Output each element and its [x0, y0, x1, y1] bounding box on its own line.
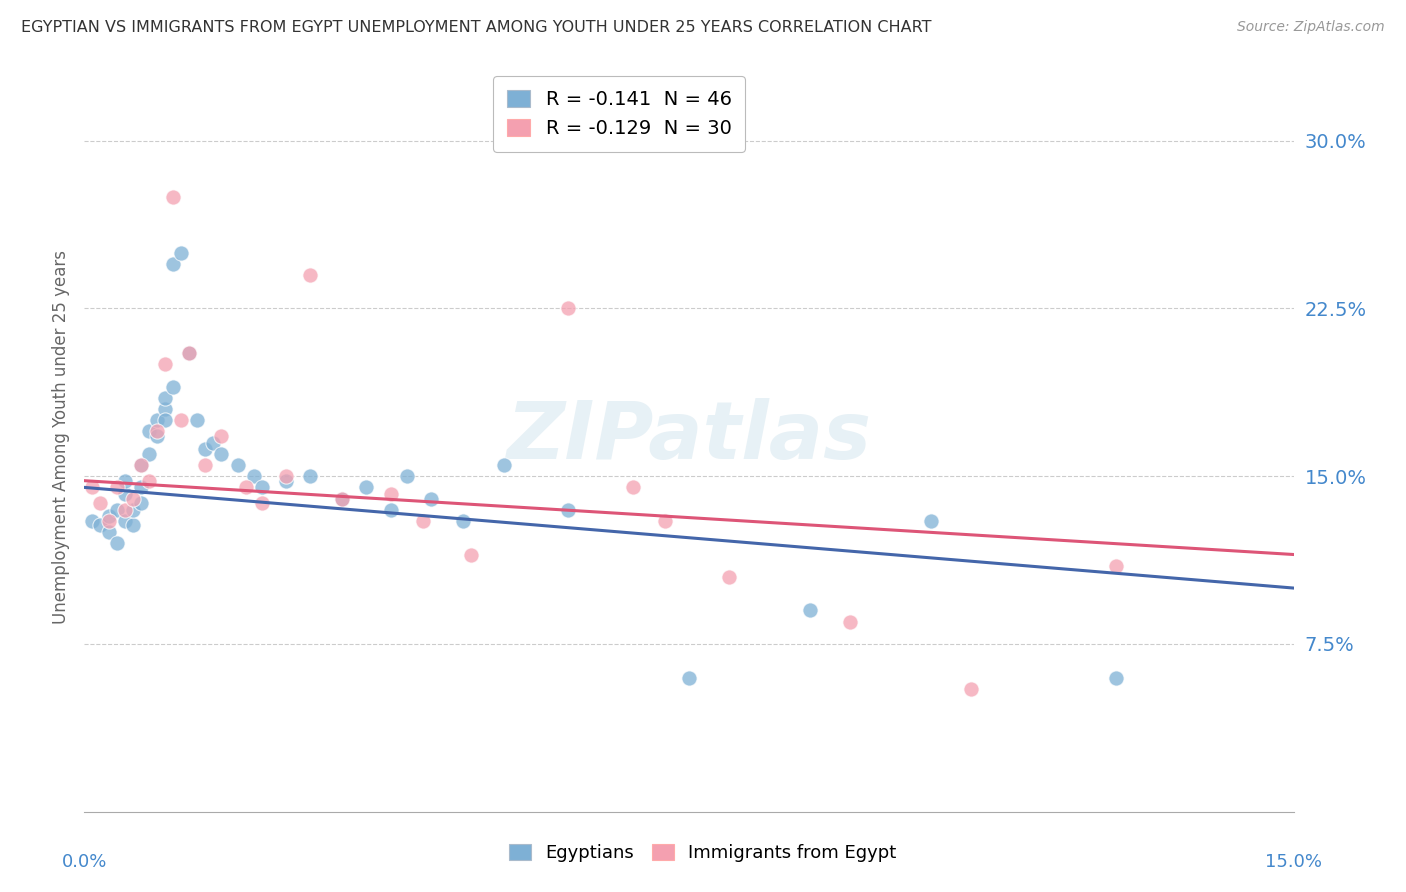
Point [492, 458, 515, 472]
Point [226, 458, 249, 472]
Point [557, 301, 579, 316]
Text: Source: ZipAtlas.com: Source: ZipAtlas.com [1237, 20, 1385, 34]
Point [274, 474, 297, 488]
Point [162, 189, 184, 203]
Point [121, 518, 143, 533]
Point [420, 491, 443, 506]
Point [153, 402, 176, 417]
Point [89, 518, 111, 533]
Point [678, 671, 700, 685]
Text: EGYPTIAN VS IMMIGRANTS FROM EGYPT UNEMPLOYMENT AMONG YOUTH UNDER 25 YEARS CORREL: EGYPTIAN VS IMMIGRANTS FROM EGYPT UNEMPL… [21, 20, 932, 35]
Point [105, 536, 128, 550]
Point [170, 245, 193, 260]
Point [129, 496, 152, 510]
Point [129, 458, 152, 472]
Point [89, 496, 111, 510]
Point [920, 514, 942, 528]
Point [799, 603, 821, 617]
Point [82, 514, 104, 528]
Point [153, 391, 176, 405]
Point [153, 358, 176, 372]
Point [718, 570, 741, 584]
Point [250, 496, 273, 510]
Y-axis label: Unemployment Among Youth under 25 years: Unemployment Among Youth under 25 years [52, 250, 70, 624]
Point [97, 514, 120, 528]
Point [138, 447, 160, 461]
Point [202, 435, 225, 450]
Point [209, 429, 232, 443]
Text: 0.0%: 0.0% [62, 854, 107, 871]
Point [121, 502, 143, 516]
Point [129, 480, 152, 494]
Point [162, 257, 184, 271]
Point [299, 268, 322, 282]
Point [395, 469, 418, 483]
Text: ZIPatlas: ZIPatlas [506, 398, 872, 476]
Point [82, 480, 104, 494]
Point [138, 474, 160, 488]
Point [114, 502, 136, 516]
Point [146, 425, 169, 439]
Point [235, 480, 257, 494]
Point [105, 502, 128, 516]
Point [451, 514, 474, 528]
Legend: R = -0.141  N = 46, R = -0.129  N = 30: R = -0.141 N = 46, R = -0.129 N = 30 [494, 76, 745, 152]
Point [179, 346, 201, 360]
Point [170, 413, 193, 427]
Point [380, 487, 402, 501]
Point [209, 447, 232, 461]
Point [114, 514, 136, 528]
Point [960, 681, 983, 696]
Point [146, 413, 169, 427]
Point [186, 413, 208, 427]
Point [114, 474, 136, 488]
Point [194, 442, 217, 457]
Point [1105, 671, 1128, 685]
Point [299, 469, 322, 483]
Point [460, 548, 482, 562]
Point [97, 525, 120, 540]
Point [621, 480, 644, 494]
Point [121, 491, 143, 506]
Point [105, 480, 128, 494]
Point [146, 429, 169, 443]
Point [412, 514, 434, 528]
Point [250, 480, 273, 494]
Point [380, 502, 402, 516]
Point [274, 469, 297, 483]
Point [330, 491, 353, 506]
Point [654, 514, 676, 528]
Point [179, 346, 201, 360]
Point [114, 487, 136, 501]
Point [330, 491, 353, 506]
Point [242, 469, 264, 483]
Point [1105, 558, 1128, 573]
Point [97, 509, 120, 524]
Legend: Egyptians, Immigrants from Egypt: Egyptians, Immigrants from Egypt [502, 837, 904, 870]
Point [839, 615, 862, 629]
Point [153, 413, 176, 427]
Point [129, 458, 152, 472]
Point [557, 502, 579, 516]
Point [162, 380, 184, 394]
Point [138, 425, 160, 439]
Point [356, 480, 378, 494]
Point [194, 458, 217, 472]
Text: 15.0%: 15.0% [1265, 854, 1322, 871]
